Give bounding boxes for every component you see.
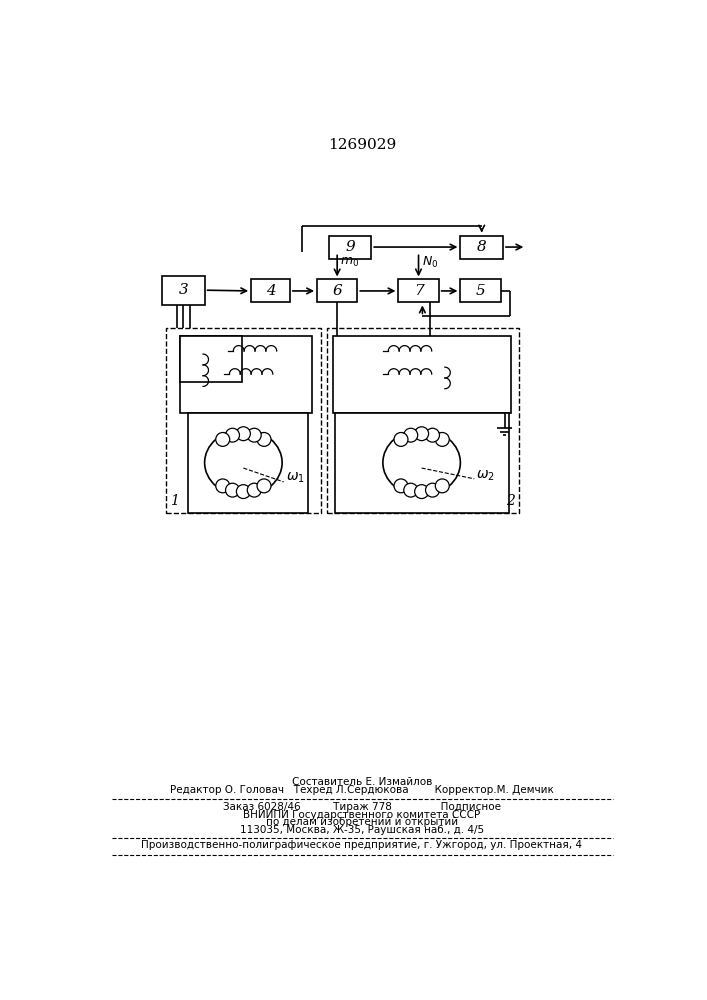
Text: $N_0$: $N_0$	[421, 255, 438, 270]
Circle shape	[426, 483, 440, 497]
Bar	[335, 413, 509, 513]
Text: 113035, Москва, Ж-35, Раушская наб., д. 4/5: 113035, Москва, Ж-35, Раушская наб., д. …	[240, 825, 484, 835]
Circle shape	[414, 427, 428, 441]
Bar	[251, 279, 290, 302]
Bar	[329, 235, 371, 259]
Bar	[162, 276, 204, 305]
Bar	[332, 336, 510, 413]
Circle shape	[414, 485, 428, 499]
Circle shape	[247, 428, 261, 442]
Text: $\omega_2$: $\omega_2$	[476, 469, 495, 483]
Circle shape	[257, 432, 271, 446]
Bar	[166, 328, 321, 513]
Circle shape	[404, 483, 418, 497]
Circle shape	[226, 428, 240, 442]
Circle shape	[394, 479, 408, 493]
Circle shape	[404, 428, 418, 442]
Circle shape	[436, 479, 449, 493]
Text: 9: 9	[345, 240, 355, 254]
Bar	[180, 336, 242, 382]
Text: Производственно-полиграфическое предприятие, г. Ужгород, ул. Проектная, 4: Производственно-полиграфическое предприя…	[141, 840, 583, 850]
Circle shape	[394, 432, 408, 446]
Circle shape	[216, 432, 230, 446]
Bar	[180, 336, 312, 413]
Ellipse shape	[204, 430, 282, 496]
Circle shape	[247, 483, 261, 497]
Bar	[327, 328, 519, 513]
Text: Редактор О. Головач   Техред Л.Сердюкова        Корректор.М. Демчик: Редактор О. Головач Техред Л.Сердюкова К…	[170, 785, 554, 795]
Text: 5: 5	[476, 284, 486, 298]
Circle shape	[426, 428, 440, 442]
Text: 4: 4	[266, 284, 275, 298]
Circle shape	[236, 485, 250, 499]
Text: 2: 2	[506, 494, 515, 508]
Bar	[460, 279, 501, 302]
Text: $m_0$: $m_0$	[340, 256, 359, 269]
Circle shape	[216, 479, 230, 493]
Circle shape	[436, 432, 449, 446]
Bar	[460, 235, 503, 259]
Text: 8: 8	[477, 240, 486, 254]
Circle shape	[257, 479, 271, 493]
Text: ВНИИПИ Государственного комитета СССР: ВНИИПИ Государственного комитета СССР	[243, 810, 481, 820]
Text: 7: 7	[414, 284, 423, 298]
Bar	[398, 279, 438, 302]
Text: 1: 1	[170, 494, 180, 508]
Bar	[187, 413, 308, 513]
Circle shape	[226, 483, 240, 497]
Text: Заказ 6028/46          Тираж 778               Подписное: Заказ 6028/46 Тираж 778 Подписное	[223, 802, 501, 812]
Circle shape	[236, 427, 250, 441]
Text: 1269029: 1269029	[328, 138, 396, 152]
Text: по делам изобретений и открытий: по делам изобретений и открытий	[266, 817, 458, 827]
Bar	[317, 279, 357, 302]
Text: Составитель Е. Измайлов: Составитель Е. Измайлов	[292, 777, 432, 787]
Text: 3: 3	[178, 283, 188, 297]
Text: 6: 6	[332, 284, 342, 298]
Ellipse shape	[383, 430, 460, 496]
Text: $\omega_1$: $\omega_1$	[286, 471, 305, 485]
